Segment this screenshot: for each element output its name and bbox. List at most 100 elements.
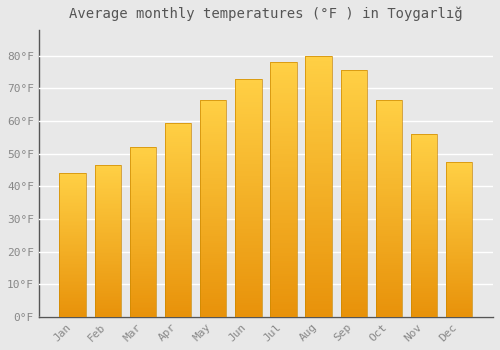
Bar xyxy=(200,143,226,145)
Bar xyxy=(130,281,156,283)
Bar xyxy=(446,304,472,306)
Bar xyxy=(200,258,226,260)
Bar xyxy=(270,70,296,72)
Bar xyxy=(306,233,332,236)
Bar xyxy=(130,315,156,317)
Bar xyxy=(130,176,156,177)
Bar xyxy=(130,222,156,223)
Bar xyxy=(165,298,191,299)
Bar xyxy=(60,272,86,274)
Bar xyxy=(200,163,226,165)
Bar xyxy=(411,185,438,187)
Bar xyxy=(235,119,262,121)
Bar xyxy=(411,308,438,309)
Bar xyxy=(60,176,86,177)
Bar xyxy=(306,246,332,249)
Bar xyxy=(60,233,86,235)
Bar xyxy=(60,238,86,239)
Bar xyxy=(376,306,402,308)
Bar xyxy=(60,301,86,302)
Bar xyxy=(235,238,262,240)
Bar xyxy=(270,111,296,113)
Bar xyxy=(130,196,156,198)
Bar xyxy=(306,97,332,100)
Bar xyxy=(270,126,296,128)
Bar xyxy=(376,161,402,163)
Bar xyxy=(94,254,121,256)
Bar xyxy=(235,202,262,205)
Bar xyxy=(60,175,86,176)
Bar xyxy=(411,264,438,266)
Bar xyxy=(235,233,262,236)
Bar xyxy=(165,235,191,237)
Bar xyxy=(200,158,226,161)
Bar xyxy=(60,177,86,179)
Bar xyxy=(306,71,332,74)
Bar xyxy=(306,90,332,92)
Bar xyxy=(235,114,262,117)
Bar xyxy=(376,219,402,221)
Bar xyxy=(130,257,156,259)
Bar xyxy=(446,190,472,191)
Bar xyxy=(200,102,226,104)
Bar xyxy=(200,184,226,187)
Bar xyxy=(270,230,296,233)
Bar xyxy=(340,267,367,270)
Bar xyxy=(376,237,402,239)
Bar xyxy=(130,213,156,215)
Bar xyxy=(446,219,472,220)
Bar xyxy=(200,282,226,284)
Bar xyxy=(60,300,86,301)
Bar xyxy=(376,187,402,189)
Bar xyxy=(200,291,226,293)
Bar xyxy=(60,232,86,233)
Bar xyxy=(235,243,262,245)
Bar xyxy=(446,236,472,238)
Bar xyxy=(306,170,332,173)
Bar xyxy=(306,61,332,63)
Bar xyxy=(446,177,472,179)
Bar xyxy=(270,233,296,235)
Bar xyxy=(60,212,86,214)
Bar xyxy=(306,163,332,165)
Bar xyxy=(94,206,121,208)
Bar xyxy=(165,280,191,282)
Bar xyxy=(130,266,156,268)
Bar xyxy=(200,197,226,199)
Bar xyxy=(94,233,121,235)
Bar xyxy=(94,217,121,218)
Bar xyxy=(411,267,438,269)
Bar xyxy=(130,234,156,235)
Bar xyxy=(235,174,262,176)
Bar xyxy=(446,306,472,308)
Bar xyxy=(200,241,226,243)
Bar xyxy=(165,210,191,212)
Bar xyxy=(340,300,367,302)
Bar xyxy=(340,130,367,132)
Bar xyxy=(446,264,472,266)
Bar xyxy=(235,255,262,257)
Bar xyxy=(306,165,332,168)
Bar xyxy=(306,202,332,204)
Bar xyxy=(200,169,226,171)
Bar xyxy=(130,245,156,247)
Bar xyxy=(376,269,402,271)
Bar xyxy=(306,231,332,233)
Bar xyxy=(340,277,367,280)
Bar xyxy=(306,158,332,160)
Bar xyxy=(340,105,367,107)
Bar xyxy=(60,241,86,242)
Bar xyxy=(270,253,296,256)
Bar xyxy=(446,162,472,163)
Bar xyxy=(94,268,121,270)
Bar xyxy=(130,295,156,296)
Bar xyxy=(130,227,156,229)
Bar xyxy=(340,218,367,221)
Bar xyxy=(60,229,86,231)
Bar xyxy=(165,294,191,295)
Bar xyxy=(411,275,438,276)
Bar xyxy=(94,304,121,306)
Bar xyxy=(130,171,156,173)
Bar xyxy=(446,292,472,294)
Bar xyxy=(235,195,262,198)
